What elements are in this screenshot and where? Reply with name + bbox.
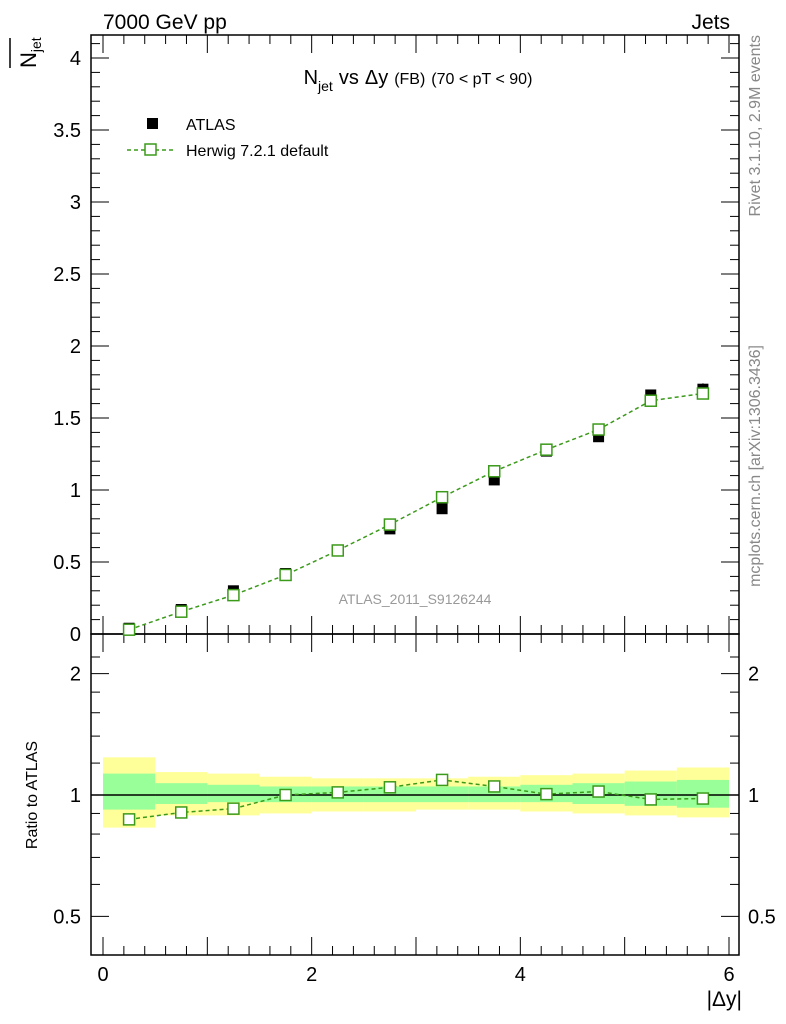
x-tick-label: 2 <box>306 964 317 986</box>
svg-text:Njet: Njet <box>16 37 44 68</box>
ratio-y-tick-label-right: 2 <box>748 664 759 686</box>
legend-data-label: ATLAS <box>186 117 236 134</box>
mc-data-point <box>279 568 292 582</box>
ratio-mc-point <box>279 788 292 802</box>
main-plot-marks <box>122 383 710 636</box>
mc-data-point <box>122 623 136 636</box>
main-y-axis-label: Njet <box>9 37 44 68</box>
mc-data-point <box>696 387 710 400</box>
main-y-tick-label: 3.5 <box>53 120 81 142</box>
ratio-mc-point <box>540 787 553 801</box>
mcplots-reference-label: mcplots.cern.ch [arXiv:1306.3436] <box>747 345 764 587</box>
legend-mc-label: Herwig 7.2.1 default <box>186 143 329 160</box>
legend-mc-marker <box>144 143 157 156</box>
x-tick-label: 6 <box>723 964 734 986</box>
ratio-y-axis-label: Ratio to ATLAS <box>24 741 41 849</box>
mc-data-point <box>540 443 553 456</box>
legend: ATLAS Herwig 7.2.1 default <box>127 117 329 160</box>
ratio-mc-point <box>644 793 657 806</box>
ratio-y-tick-label: 2 <box>70 664 81 686</box>
ratio-mc-point <box>383 781 397 794</box>
ratio-mc-point <box>592 785 605 798</box>
mc-data-point <box>592 423 605 436</box>
green-band-bin <box>103 773 156 810</box>
ratio-mc-point <box>696 792 710 805</box>
chart-title: Njet vs Δy (FB) (70 < pT < 90) <box>304 67 533 94</box>
atlas-data-point <box>436 503 448 515</box>
main-y-tick-label: 1.5 <box>53 408 81 430</box>
green-band-bin <box>155 783 208 804</box>
rivet-version-label: Rivet 3.1.10, 2.9M events <box>747 35 764 216</box>
ratio-plot-marks <box>122 773 710 826</box>
atlas-data-point <box>593 431 605 443</box>
mc-data-point <box>488 465 501 478</box>
main-y-tick-label: 2 <box>70 336 81 358</box>
legend-data-marker <box>147 118 158 129</box>
x-tick-label: 0 <box>97 964 108 986</box>
main-y-tick-label: 4 <box>70 48 81 70</box>
atlas-data-point <box>488 474 500 486</box>
main-y-tick-label: 2.5 <box>53 264 81 286</box>
ratio-mc-point <box>227 802 240 815</box>
ratio-mc-point <box>435 773 449 787</box>
mc-data-point <box>435 490 449 504</box>
x-axis-label: |Δy| <box>707 988 742 1011</box>
ratio-mc-point <box>488 780 501 793</box>
ratio-uncertainty-bands <box>103 757 729 828</box>
ratio-mc-line <box>128 779 703 821</box>
ratio-y-tick-label: 0.5 <box>53 906 81 928</box>
mc-data-point <box>383 518 397 531</box>
mc-data-point <box>644 394 657 407</box>
ratio-mc-point <box>175 806 188 819</box>
main-y-tick-label: 0 <box>70 624 81 646</box>
ratio-plot-frame: 0.5 0.5 1 1 2 2 0 2 4 6 <box>53 633 776 986</box>
main-y-tick-label: 1 <box>70 480 81 502</box>
ratio-mc-point <box>331 786 344 799</box>
mc-data-point <box>227 588 240 602</box>
mc-data-point <box>331 544 344 557</box>
analysis-watermark: ATLAS_2011_S9126244 <box>339 591 492 607</box>
header-energy-label: 7000 GeV pp <box>103 11 227 34</box>
header-category-label: Jets <box>691 11 730 34</box>
mc-series-line <box>128 392 704 631</box>
main-y-tick-label: 0.5 <box>53 552 81 574</box>
main-plot-frame: 0 0.5 1 1.5 2 2.5 3 3.5 4 <box>53 34 740 646</box>
x-tick-label: 4 <box>515 964 526 986</box>
ratio-y-tick-label: 1 <box>70 785 81 807</box>
ratio-y-tick-label-right: 0.5 <box>748 906 776 928</box>
green-band-bin <box>207 784 260 803</box>
ratio-y-tick-label-right: 1 <box>748 785 759 807</box>
ratio-mc-point <box>122 813 136 826</box>
main-y-tick-label: 3 <box>70 192 81 214</box>
mc-data-point <box>175 605 188 618</box>
